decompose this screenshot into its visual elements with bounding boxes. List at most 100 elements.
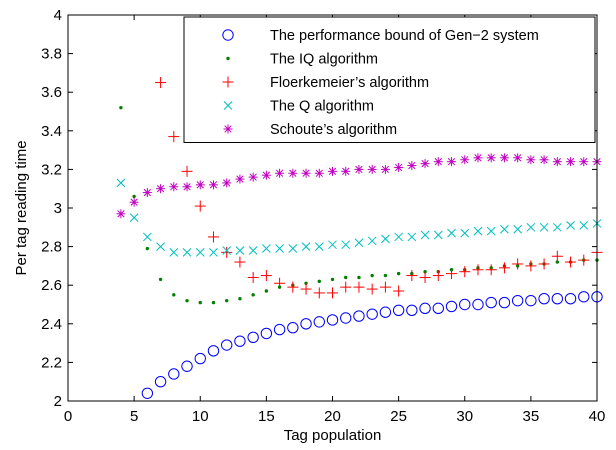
data-point [234,335,246,347]
legend-entry: The IQ algorithm [226,52,378,68]
legend: The performance bound of Gen−2 system The… [183,16,596,143]
data-point [392,304,405,316]
series-plus [155,77,603,299]
data-point [328,240,337,250]
x-tick-label: 10 [192,408,209,425]
data-point [341,240,351,250]
legend-label: The IQ algorithm [270,52,378,68]
data-point [326,314,339,326]
data-point [579,221,589,230]
data-point [460,228,470,238]
x-tick-label: 20 [324,408,341,425]
data-point [393,285,405,297]
data-point [194,200,206,212]
y-tick-label: 3.4 [41,123,62,140]
data-point [158,277,163,282]
data-point [129,213,139,223]
data-point [181,165,193,177]
data-point [473,153,483,163]
data-point [304,281,308,285]
data-point [460,155,470,165]
y-tick-label: 2.4 [41,316,62,333]
data-point [539,155,549,165]
data-point [394,232,403,242]
data-point [264,289,269,293]
data-point [222,246,232,255]
data-point [513,224,523,234]
data-point [248,172,258,182]
legend-entry: Floerkemeier’s algorithm [222,75,429,91]
data-point [419,271,431,283]
data-point [432,270,444,282]
data-point [287,321,299,334]
data-point [367,164,377,174]
data-point [459,266,471,278]
data-point [116,178,126,188]
data-point [247,271,259,283]
data-point [172,293,176,297]
data-point [379,281,391,293]
data-point [366,308,378,320]
data-point [328,166,337,176]
data-point [194,352,206,365]
data-point [262,244,271,253]
data-point [300,283,312,295]
data-point [447,228,456,238]
data-point [357,275,361,280]
axis-ticks: 0 5 10 15 20 25 30 35 40 2 2.2 2.4 2.6 2.8 3 3.2 3.4 3.6 3… [41,7,605,425]
data-point [260,270,272,282]
data-point [314,242,324,251]
data-point [555,260,560,264]
data-point [234,256,246,268]
legend-marker [226,56,230,61]
data-point [538,293,550,305]
data-point [551,293,564,305]
data-point [317,279,321,284]
data-point [353,310,365,322]
data-point [211,300,216,305]
data-point [396,271,401,276]
data-point [566,221,575,230]
data-point [500,224,509,234]
data-point [499,153,509,163]
data-point [198,300,202,305]
data-point [208,180,218,190]
data-point [367,236,377,246]
data-point [251,293,255,297]
data-point [225,298,229,303]
x-tick-label: 15 [258,408,275,425]
legend-marker [223,124,233,134]
x-tick-label: 30 [456,408,473,425]
y-axis-label: Per tag reading time [13,140,30,275]
data-point [141,387,154,399]
data-point [406,304,418,316]
data-point [526,155,536,165]
data-point [168,131,180,143]
legend-marker [222,29,234,41]
data-point [260,327,273,340]
data-point [142,232,152,242]
y-tick-label: 2.2 [41,354,62,371]
legend-label: Floerkemeier’s algorithm [270,75,429,91]
data-point [566,157,576,167]
data-point [168,368,180,380]
data-point [485,264,497,276]
data-point [354,238,364,248]
data-point [195,248,205,257]
data-point [579,157,589,167]
series-asterisk [116,153,602,219]
legend-label: Schoute’s algorithm [270,122,397,138]
y-tick-label: 3 [54,200,62,217]
data-point [354,164,364,174]
data-point [526,222,536,232]
y-tick-label: 2.8 [41,239,62,256]
data-point [578,291,590,303]
data-point [275,168,285,178]
data-point [129,197,139,207]
data-point [423,269,427,274]
data-point [145,246,150,251]
data-point [394,162,404,172]
data-point [313,287,325,299]
data-point [275,244,284,253]
